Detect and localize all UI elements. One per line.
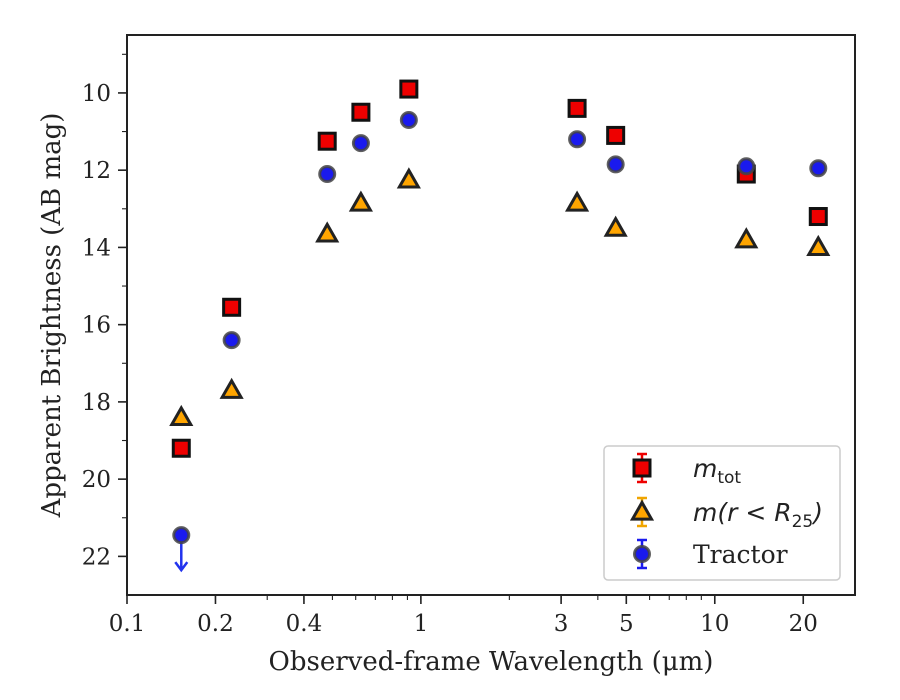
data-point — [809, 159, 828, 178]
y-tick-label: 20 — [82, 467, 111, 493]
series-circle — [172, 110, 828, 573]
data-point — [172, 526, 191, 545]
data-point — [222, 331, 241, 350]
data-points — [169, 79, 831, 573]
x-axis-label: Observed-frame Wavelength (μm) — [269, 647, 714, 677]
x-tick-label: 0.4 — [286, 611, 323, 637]
y-tick-label: 14 — [82, 235, 111, 261]
legend-box — [603, 445, 841, 581]
x-tick-label: 5 — [619, 611, 634, 637]
y-tick-label: 16 — [82, 313, 111, 339]
x-tick-label: 10 — [700, 611, 729, 637]
x-tick-label: 3 — [554, 611, 569, 637]
data-point — [737, 157, 756, 176]
x-tick-label: 20 — [789, 611, 818, 637]
data-point — [808, 207, 828, 227]
legend-label-triangle: m(r < R25) — [693, 498, 823, 532]
data-point — [606, 155, 625, 174]
data-point — [219, 377, 244, 399]
data-point — [171, 438, 191, 458]
x-tick-label: 0.1 — [109, 611, 146, 637]
legend-label-square: mtot — [693, 454, 741, 488]
legend: mtot m(r < R25) Tractor — [603, 445, 841, 581]
upper-limit-arrow-head — [174, 561, 189, 573]
data-point — [396, 167, 421, 189]
series-square — [171, 79, 828, 458]
y-tick-label: 22 — [82, 544, 111, 570]
legend-marker-triangle — [629, 499, 655, 521]
data-point — [399, 110, 418, 129]
data-point — [399, 79, 419, 99]
data-point — [351, 102, 371, 122]
x-tick-label: 1 — [414, 611, 429, 637]
data-point — [318, 165, 337, 184]
x-tick-label: 0.2 — [197, 611, 234, 637]
data-point — [351, 134, 370, 153]
data-point — [606, 125, 626, 145]
data-point — [567, 98, 587, 118]
data-point — [222, 297, 242, 317]
data-point — [315, 221, 340, 243]
legend-marker-square — [632, 458, 652, 478]
y-tick-label: 12 — [82, 158, 111, 184]
data-point — [565, 190, 590, 212]
axis-ticks: 0.1 0.2 0.4 1 3 5 10 20 10 12 14 16 18 20 22 — [82, 53, 818, 637]
y-tick-label: 10 — [82, 81, 111, 107]
plot-frame — [126, 34, 856, 596]
data-point — [603, 215, 628, 237]
data-point — [734, 227, 759, 249]
data-point — [169, 404, 194, 426]
data-point — [806, 234, 831, 257]
legend-marker-circle — [633, 545, 651, 563]
series-triangle — [169, 167, 831, 426]
data-point — [568, 130, 587, 149]
legend-label-circle: Tractor — [693, 540, 788, 569]
y-tick-label: 18 — [82, 390, 111, 416]
data-point — [317, 131, 337, 151]
y-axis-label: Apparent Brightness (AB mag) — [37, 113, 67, 519]
data-point — [348, 190, 373, 212]
